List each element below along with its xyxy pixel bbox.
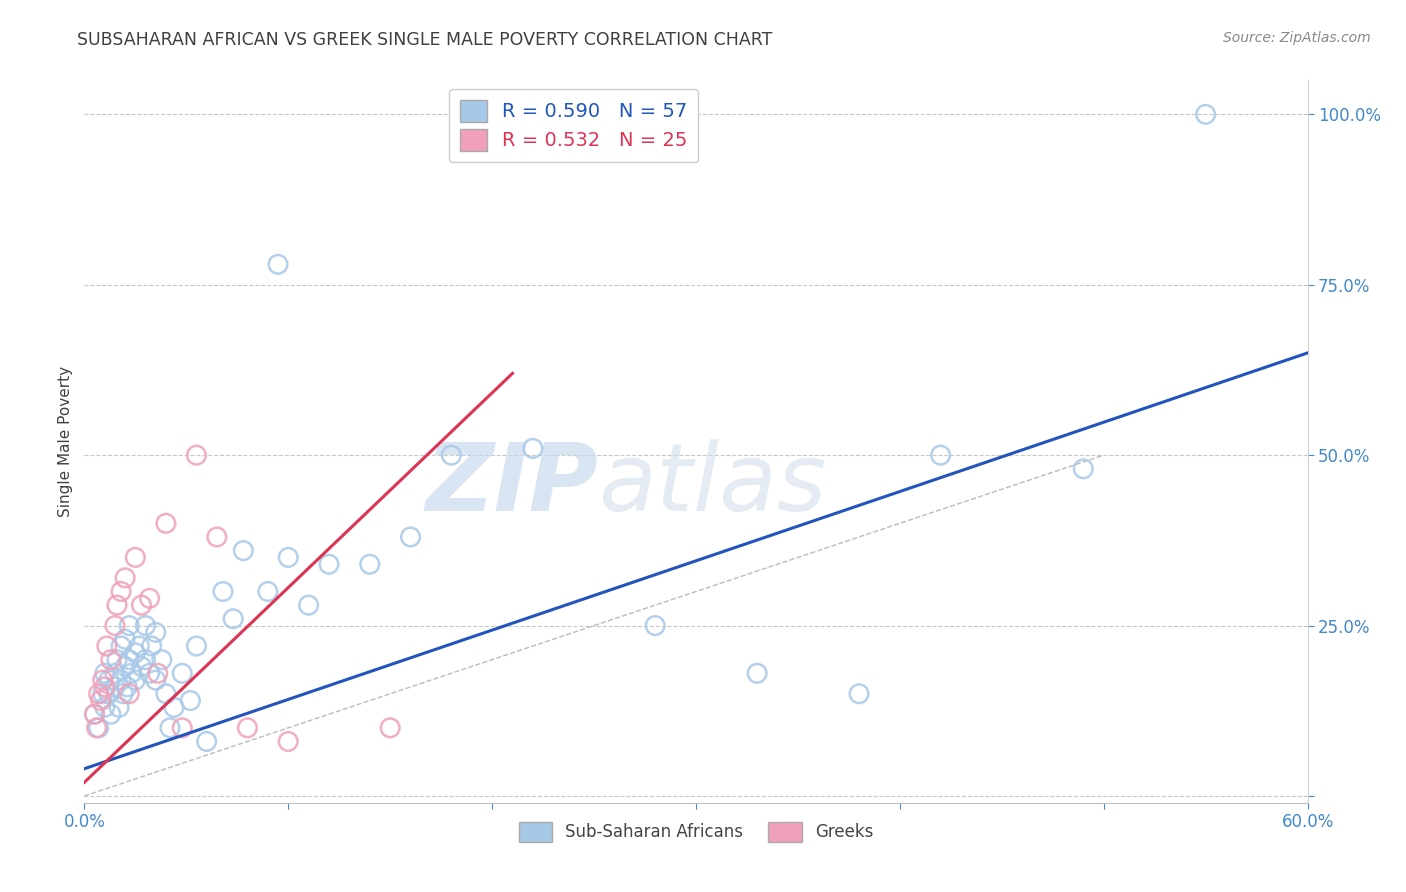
Point bbox=[205, 530, 228, 544]
Point bbox=[108, 700, 131, 714]
Point bbox=[118, 618, 141, 632]
Point bbox=[114, 571, 136, 585]
Point bbox=[1195, 107, 1218, 121]
Point bbox=[93, 700, 115, 714]
Point bbox=[502, 107, 524, 121]
Point bbox=[236, 721, 259, 735]
Point bbox=[83, 707, 105, 722]
Point bbox=[267, 257, 290, 271]
Point bbox=[848, 687, 870, 701]
Point bbox=[115, 680, 138, 694]
Point bbox=[186, 448, 208, 462]
Point bbox=[104, 618, 127, 632]
Point bbox=[124, 673, 146, 687]
Point bbox=[86, 721, 108, 735]
Point bbox=[120, 666, 142, 681]
Point bbox=[87, 687, 110, 701]
Point bbox=[97, 687, 120, 701]
Point bbox=[104, 666, 127, 681]
Point bbox=[155, 516, 177, 531]
Point bbox=[1073, 462, 1095, 476]
Point bbox=[124, 550, 146, 565]
Point bbox=[105, 653, 128, 667]
Point bbox=[96, 639, 118, 653]
Point bbox=[90, 693, 112, 707]
Point bbox=[522, 442, 544, 456]
Point bbox=[91, 673, 114, 687]
Point bbox=[118, 653, 141, 667]
Point bbox=[112, 687, 135, 701]
Point bbox=[232, 543, 254, 558]
Point bbox=[399, 530, 422, 544]
Point bbox=[93, 680, 115, 694]
Point bbox=[104, 680, 127, 694]
Point bbox=[138, 591, 160, 606]
Point bbox=[179, 693, 201, 707]
Point bbox=[100, 707, 122, 722]
Point bbox=[114, 632, 136, 647]
Point bbox=[146, 666, 169, 681]
Point bbox=[195, 734, 218, 748]
Point bbox=[380, 721, 402, 735]
Legend: Sub-Saharan Africans, Greeks: Sub-Saharan Africans, Greeks bbox=[512, 815, 880, 848]
Point bbox=[163, 700, 186, 714]
Point bbox=[135, 653, 157, 667]
Point bbox=[212, 584, 235, 599]
Point bbox=[110, 639, 132, 653]
Point bbox=[93, 666, 115, 681]
Point bbox=[222, 612, 245, 626]
Point bbox=[110, 673, 132, 687]
Point bbox=[277, 550, 299, 565]
Point bbox=[359, 558, 381, 572]
Point bbox=[186, 639, 208, 653]
Point bbox=[91, 687, 114, 701]
Point bbox=[83, 707, 105, 722]
Point bbox=[644, 618, 666, 632]
Point bbox=[100, 653, 122, 667]
Point bbox=[118, 687, 141, 701]
Point bbox=[87, 721, 110, 735]
Point bbox=[110, 584, 132, 599]
Y-axis label: Single Male Poverty: Single Male Poverty bbox=[58, 366, 73, 517]
Point bbox=[172, 666, 194, 681]
Text: Source: ZipAtlas.com: Source: ZipAtlas.com bbox=[1223, 31, 1371, 45]
Point bbox=[298, 598, 321, 612]
Point bbox=[277, 734, 299, 748]
Point bbox=[145, 625, 167, 640]
Text: atlas: atlas bbox=[598, 440, 827, 531]
Point bbox=[155, 687, 177, 701]
Point bbox=[138, 666, 160, 681]
Point bbox=[145, 673, 167, 687]
Point bbox=[128, 639, 150, 653]
Point bbox=[135, 618, 157, 632]
Point bbox=[105, 598, 128, 612]
Point bbox=[124, 646, 146, 660]
Point bbox=[159, 721, 181, 735]
Point bbox=[929, 448, 952, 462]
Point bbox=[131, 598, 153, 612]
Point bbox=[141, 639, 163, 653]
Text: ZIP: ZIP bbox=[425, 439, 598, 531]
Point bbox=[172, 721, 194, 735]
Text: SUBSAHARAN AFRICAN VS GREEK SINGLE MALE POVERTY CORRELATION CHART: SUBSAHARAN AFRICAN VS GREEK SINGLE MALE … bbox=[77, 31, 773, 49]
Point bbox=[747, 666, 769, 681]
Point bbox=[131, 659, 153, 673]
Point bbox=[150, 653, 173, 667]
Point bbox=[114, 659, 136, 673]
Point bbox=[318, 558, 340, 572]
Point bbox=[97, 673, 120, 687]
Point bbox=[440, 448, 463, 462]
Point bbox=[257, 584, 280, 599]
